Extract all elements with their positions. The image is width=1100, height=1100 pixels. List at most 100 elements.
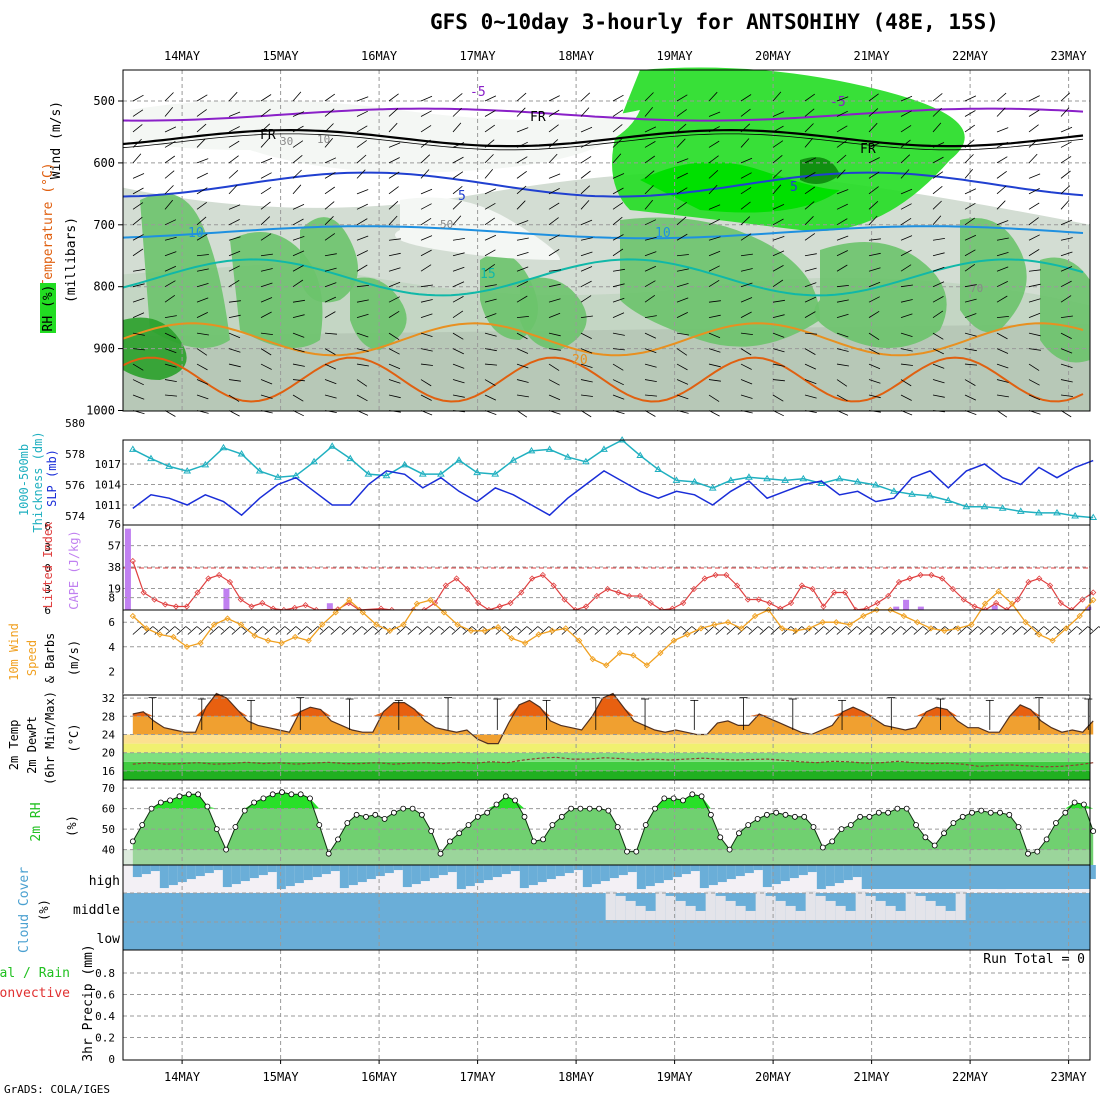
wind-barb <box>932 394 945 398</box>
lifted-index-marker <box>593 592 600 600</box>
temp-ylabel-1: 2m Temp <box>7 720 21 771</box>
cloud-high-bar <box>267 865 277 873</box>
cloud-gap-bar <box>875 900 886 920</box>
cloud-high-bar <box>285 865 295 887</box>
cloud-high-bar <box>330 865 340 872</box>
wind-barb <box>1060 92 1071 102</box>
lifted-index-marker <box>302 602 309 609</box>
cloud-high-bar <box>393 865 403 871</box>
wind-speed-marker <box>1076 612 1083 620</box>
surface-wind-barb <box>759 626 770 635</box>
cloud-gap-bar <box>715 895 726 920</box>
wind-barb <box>708 219 720 226</box>
wind-barb <box>612 124 623 133</box>
wind-barb <box>164 265 177 272</box>
wind-barb <box>996 252 1009 257</box>
wind-barb <box>452 252 465 257</box>
lifted-index-marker <box>755 596 762 603</box>
wind-barb <box>452 363 465 369</box>
cloud-high-bar <box>708 865 718 886</box>
lifted-index-marker <box>129 557 136 565</box>
thickness-marker <box>835 474 844 482</box>
cloud-high-bar <box>645 865 655 887</box>
cloud-high-bar <box>744 865 754 874</box>
wind-barb <box>708 204 721 210</box>
rh-color-swatch <box>40 283 56 333</box>
wind-barb <box>292 91 302 102</box>
wind-barb <box>644 170 655 179</box>
cloud-high-bar <box>771 865 781 885</box>
wind-barb <box>772 348 785 353</box>
cloud-gap-bar <box>865 895 876 920</box>
wind-barb <box>900 299 913 303</box>
cloud-gap-bar <box>695 910 706 920</box>
slp-tick-label: 1011 <box>95 499 122 512</box>
wind-barb <box>196 332 209 336</box>
wind-barb <box>772 154 783 164</box>
surface-wind-barb <box>297 626 308 635</box>
rh-marker <box>922 834 929 841</box>
wind-barb <box>420 110 432 117</box>
surface-wind-barb-feather <box>427 626 434 631</box>
wind-barb <box>484 379 496 386</box>
wind-barb <box>452 122 462 133</box>
wind-barb <box>612 234 624 241</box>
thickness-marker <box>799 474 808 482</box>
lifted-index-marker <box>151 596 158 603</box>
wind-barb <box>196 379 209 385</box>
wind-barb <box>676 216 687 226</box>
wind-barb <box>580 156 592 164</box>
wind-speed-marker <box>954 625 962 632</box>
wind-barb <box>836 235 849 241</box>
temp-tick-label: 28 <box>102 710 115 723</box>
thickness-marker <box>1089 513 1098 521</box>
rh-marker <box>195 791 202 798</box>
surface-wind-barb <box>308 626 319 635</box>
lifted-index-marker <box>647 599 654 607</box>
lifted-index-marker <box>766 599 773 607</box>
wind-barb <box>516 295 528 303</box>
wind-barb <box>740 311 752 319</box>
wind-barb <box>484 139 495 148</box>
wind-barb <box>356 363 369 367</box>
thickness-marker <box>871 481 880 488</box>
wind-barb <box>804 296 817 303</box>
surface-wind-barb <box>209 626 220 635</box>
wind-barb <box>932 310 944 318</box>
cloud-high-bar <box>303 865 313 881</box>
wind-barb <box>1028 269 1041 272</box>
wind-barb <box>516 363 529 369</box>
lifted-tick-label: 6 <box>44 520 51 533</box>
wind-barb <box>1028 298 1041 303</box>
wind-barb <box>740 268 753 272</box>
wind-barb <box>708 363 721 368</box>
wind-barb <box>676 312 688 319</box>
surface-wind-barb <box>341 626 352 635</box>
wind-barb <box>228 219 240 226</box>
wind-tick-label: 4 <box>108 641 115 654</box>
wind-barb <box>868 93 879 102</box>
wind-barb <box>772 379 785 382</box>
wind-barb <box>868 363 881 370</box>
slp-line <box>132 459 1094 517</box>
wind-barb <box>580 295 592 303</box>
wind-barb <box>836 363 849 367</box>
wind-speed-marker <box>1022 619 1029 626</box>
wind-barb <box>644 294 656 303</box>
wind-barb <box>804 108 815 117</box>
wind-barb <box>868 267 881 272</box>
rh-marker <box>577 805 584 812</box>
wind-barb <box>228 379 241 382</box>
lifted-index-marker <box>475 599 482 607</box>
pressure-tick-label: 500 <box>93 94 115 108</box>
wind-barb <box>708 265 720 272</box>
lifted-index-marker <box>798 582 805 589</box>
wind-barb <box>708 170 719 179</box>
rh-marker <box>987 809 994 816</box>
pressure-tick-label: 800 <box>93 280 115 294</box>
wind-barb <box>836 250 848 257</box>
wind-barb <box>740 138 750 148</box>
rh-marker <box>1062 809 1069 816</box>
wind-speed-marker <box>914 619 921 626</box>
cloud-high-bar <box>609 865 619 879</box>
